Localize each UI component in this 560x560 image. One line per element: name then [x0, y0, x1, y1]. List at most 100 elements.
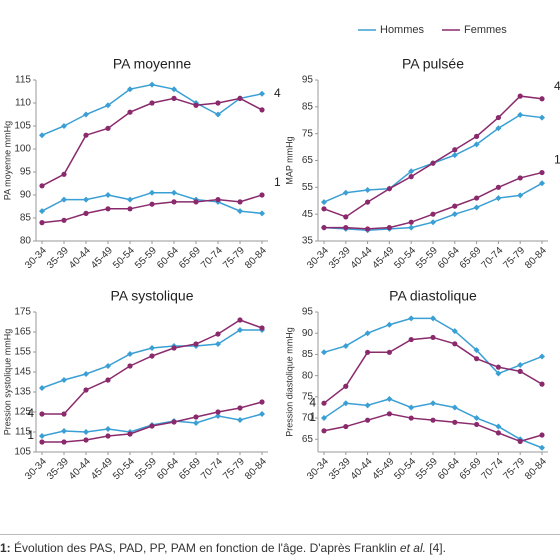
y-tick-label: 95 [302, 75, 314, 86]
legend-label: Femmes [464, 24, 507, 36]
marker [39, 385, 45, 391]
x-tick-label: 50-54 [392, 245, 418, 271]
marker [171, 95, 177, 101]
marker [259, 90, 265, 97]
x-tick-label: 60-64 [436, 456, 462, 482]
marker [193, 420, 199, 426]
marker [474, 195, 480, 201]
marker [365, 199, 371, 205]
y-tick-label: 75 [302, 128, 314, 139]
y-axis-label: PA moyenne mmHg [2, 121, 12, 200]
marker [495, 114, 501, 121]
figure: Hommes Femmes PA moyenne PA moyenne mmHg 80 8… [2, 24, 560, 482]
marker [386, 411, 392, 417]
marker [61, 171, 67, 177]
y-tick-label: 45 [302, 209, 314, 220]
y-tick-label: 75 [302, 391, 314, 402]
y-tick-label: 175 [14, 307, 31, 318]
marker [495, 364, 501, 370]
marker [149, 201, 155, 207]
marker [474, 421, 480, 428]
marker [386, 349, 392, 355]
marker [193, 414, 199, 420]
marker [321, 428, 327, 434]
marker [473, 347, 480, 354]
marker [39, 208, 45, 215]
marker [321, 224, 327, 231]
y-tick-label: 90 [20, 190, 32, 201]
marker [430, 160, 436, 166]
series-line [323, 317, 543, 375]
marker [237, 405, 243, 411]
x-tick-label: 30-34 [23, 245, 49, 271]
marker [365, 349, 371, 355]
marker [149, 353, 155, 359]
y-tick-label: 80 [302, 370, 314, 381]
marker [517, 111, 524, 118]
chart-title: PA moyenne [113, 56, 192, 72]
marker [83, 387, 89, 393]
y-tick-label: 155 [14, 347, 31, 358]
series-line [42, 319, 263, 415]
marker [408, 336, 414, 343]
x-tick-label: 65-69 [458, 456, 484, 482]
x-tick-label: 75-79 [501, 456, 527, 482]
y-tick-label: 100 [14, 144, 31, 155]
marker [539, 180, 545, 187]
marker [61, 439, 67, 445]
marker [495, 125, 502, 132]
y-tick-label: 65 [302, 155, 314, 166]
marker [473, 141, 480, 148]
series-line [41, 83, 263, 136]
marker [105, 192, 111, 198]
y-tick-label: 95 [302, 307, 314, 318]
y-tick-label: 135 [14, 387, 31, 398]
marker [321, 206, 327, 212]
marker [193, 102, 199, 108]
marker [386, 321, 393, 328]
marker [193, 341, 199, 347]
marker [171, 199, 177, 205]
y-tick-label: 105 [14, 447, 31, 458]
y-tick-label: 85 [302, 349, 314, 360]
series-annotation: 1 [27, 428, 34, 442]
marker [495, 184, 501, 190]
marker [495, 195, 502, 202]
marker [452, 147, 458, 153]
x-tick-label: 80-84 [243, 456, 269, 482]
marker [215, 100, 221, 106]
x-tick-label: 80-84 [523, 245, 549, 271]
marker [451, 152, 458, 159]
y-tick-label: 65 [302, 434, 314, 445]
marker [61, 428, 67, 434]
y-axis-label: Pression systolique mmHg [2, 329, 12, 436]
marker [474, 133, 480, 139]
marker [451, 211, 458, 218]
marker [39, 411, 45, 417]
marker [105, 102, 111, 109]
x-tick-label: 55-59 [133, 456, 159, 482]
x-tick-label: 45-49 [89, 245, 115, 271]
marker [539, 353, 545, 360]
series-annotation: 1 [309, 410, 316, 424]
y-tick-label: 55 [302, 182, 314, 193]
marker [83, 196, 89, 203]
marker [386, 395, 393, 402]
x-tick-label: 80-84 [523, 456, 549, 482]
marker [61, 411, 67, 417]
y-tick-label: 145 [14, 367, 31, 378]
marker [386, 224, 392, 231]
marker [127, 206, 133, 212]
y-tick-label: 110 [15, 98, 31, 109]
marker [259, 107, 265, 113]
x-tick-label: 45-49 [89, 456, 115, 482]
marker [237, 327, 243, 333]
marker [364, 187, 371, 194]
marker [171, 345, 177, 351]
marker [342, 189, 349, 196]
y-tick-label: 115 [15, 427, 31, 438]
series-annotation: 4 [309, 395, 316, 409]
marker [127, 431, 133, 437]
marker [343, 224, 349, 231]
series-annotation: 4 [554, 79, 560, 93]
